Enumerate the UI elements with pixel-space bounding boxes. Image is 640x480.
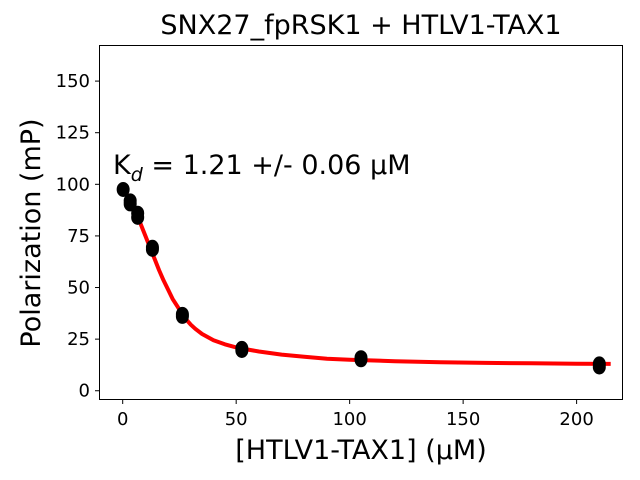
x-tick-label: 100 <box>332 409 366 430</box>
x-tick-label: 200 <box>559 409 593 430</box>
data-point <box>235 342 249 358</box>
y-tick-label: 50 <box>67 278 90 299</box>
chart-title: SNX27_fpRSK1 + HTLV1-TAX1 <box>160 10 561 41</box>
y-tick-label: 25 <box>67 329 90 350</box>
data-point <box>145 241 159 257</box>
data-point <box>175 308 189 324</box>
y-tick-label: 150 <box>56 71 90 92</box>
x-axis-label: [HTLV1-TAX1] (µM) <box>235 435 487 466</box>
fit-curve <box>121 189 611 366</box>
kd-annotation: Kd = 1.21 +/- 0.06 μM <box>113 150 411 186</box>
data-point <box>131 209 145 225</box>
x-tick-label: 0 <box>117 409 128 430</box>
data-point <box>592 359 606 375</box>
y-axis-ticks: 0 25 50 75 100 125 150 <box>56 71 100 402</box>
y-tick-label: 0 <box>79 381 90 402</box>
plot-frame <box>99 45 623 400</box>
data-points <box>116 181 606 375</box>
y-axis-label: Polarization (mP) <box>16 118 47 347</box>
x-tick-label: 150 <box>446 409 480 430</box>
y-tick-label: 100 <box>56 174 90 195</box>
y-tick-label: 125 <box>56 123 90 144</box>
data-point <box>354 352 368 368</box>
x-axis-ticks: 0 50 100 150 200 <box>117 399 594 430</box>
x-tick-label: 50 <box>225 409 248 430</box>
data-point <box>116 181 130 197</box>
y-tick-label: 75 <box>67 226 90 247</box>
